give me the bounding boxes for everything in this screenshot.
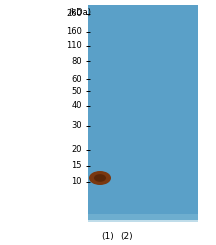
Text: (kDa): (kDa) xyxy=(68,8,91,17)
Text: 80: 80 xyxy=(71,57,82,65)
Text: 110: 110 xyxy=(66,41,82,50)
Bar xyxy=(88,214,198,222)
Text: 20: 20 xyxy=(71,146,82,155)
Text: (2): (2) xyxy=(121,232,133,241)
Ellipse shape xyxy=(89,171,111,185)
Text: 15: 15 xyxy=(71,161,82,171)
Text: 260: 260 xyxy=(66,10,82,19)
Text: 50: 50 xyxy=(71,86,82,96)
Text: 60: 60 xyxy=(71,74,82,84)
Text: (1): (1) xyxy=(102,232,114,241)
Text: 160: 160 xyxy=(66,27,82,37)
Bar xyxy=(88,5,198,220)
Ellipse shape xyxy=(94,174,106,182)
Text: 30: 30 xyxy=(71,122,82,131)
Text: 40: 40 xyxy=(71,101,82,110)
Text: 10: 10 xyxy=(71,177,82,186)
